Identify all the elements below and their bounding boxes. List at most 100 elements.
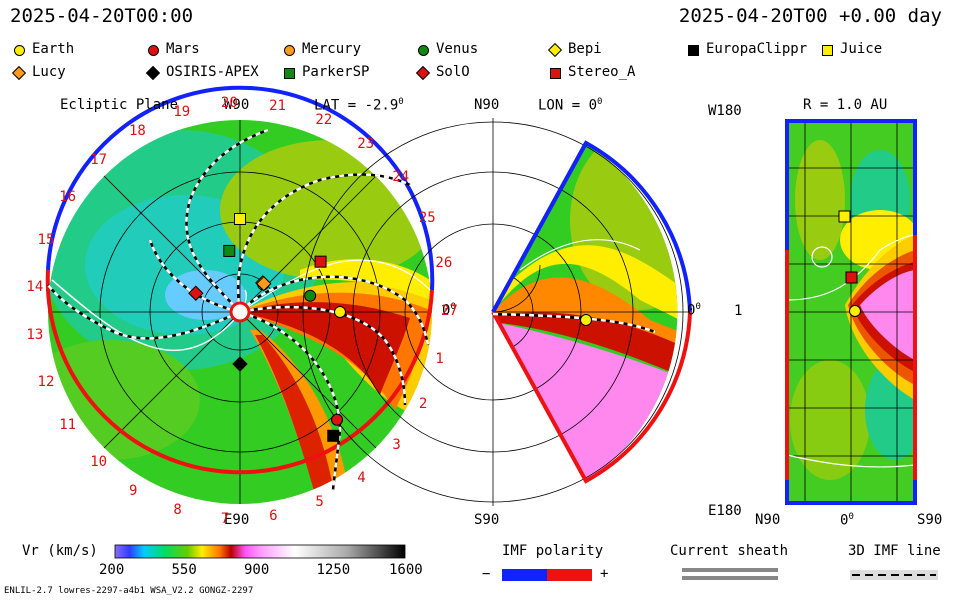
legend-item-earth: Earth (14, 41, 74, 57)
carrington-label: 16 (59, 188, 77, 205)
carrington-label: 23 (357, 136, 375, 153)
meridional-zero: 00 (687, 302, 701, 319)
legend-item-solo: SolO (415, 64, 470, 81)
legend-item-europaclippr: EuropaClippr (688, 41, 807, 57)
imf3d-label: 3D IMF line (848, 543, 941, 559)
legend-item-lucy: Lucy (11, 64, 66, 81)
legend-label: Juice (840, 41, 883, 57)
legend-label: Lucy (32, 64, 66, 80)
map-s90: S90 (917, 512, 943, 528)
meridional-s90: S90 (474, 512, 500, 528)
legend-label: Bepi (568, 41, 602, 57)
imf-label: IMF polarity (502, 543, 604, 559)
ecliptic-w90: W90 (224, 97, 250, 113)
carrington-label: 8 (173, 502, 182, 519)
carrington-label: 3 (392, 436, 401, 453)
legend-item-mercury: Mercury (284, 41, 361, 57)
body-marker-venus (304, 289, 317, 302)
square-marker-icon (822, 45, 833, 56)
legend-label: Stereo_A (568, 64, 636, 80)
body-marker-parkersp (223, 244, 236, 257)
meridional-n90: N90 (474, 97, 500, 113)
carrington-label: 11 (59, 417, 77, 434)
ecliptic-title: Ecliptic Plane (60, 97, 179, 113)
carrington-label: 21 (269, 98, 286, 115)
legend-item-bepi: Bepi (547, 41, 602, 58)
colorbar-tick: 550 (171, 562, 197, 578)
circle-marker-icon (148, 45, 159, 56)
legend-label: EuropaClippr (706, 41, 808, 57)
colorbar-label: Vr (km/s) (22, 543, 98, 559)
body-marker-juice (234, 213, 246, 225)
legend-label: SolO (436, 64, 470, 80)
circle-marker-icon (14, 45, 25, 56)
legend-item-venus: Venus (418, 41, 478, 57)
imf-negative-swatch (502, 569, 547, 581)
colorbar (114, 544, 406, 559)
carrington-label: 10 (90, 454, 108, 471)
ecliptic-e90: E90 (224, 512, 250, 528)
sun-icon (229, 301, 251, 323)
colorbar-tick: 900 (244, 562, 270, 578)
legend-item-stereo_a: Stereo_A (550, 64, 635, 80)
sheath-swatch-a (682, 568, 778, 572)
carrington-label: 17 (90, 151, 108, 168)
map-zero: 00 (840, 512, 854, 529)
legend-label: ParkerSP (302, 64, 370, 80)
body-marker-solo (188, 285, 204, 301)
colorbar-tick: 1250 (316, 562, 351, 578)
legend-item-mars: Mars (148, 41, 200, 57)
imf-positive-swatch (547, 569, 592, 581)
circle-marker-icon (284, 45, 295, 56)
carrington-label: 7 (220, 510, 230, 527)
carrington-label: 6 (269, 507, 278, 524)
legend-label: Venus (436, 41, 479, 57)
legend-item-parkersp: ParkerSP (284, 64, 369, 80)
body-marker-europaclippr (327, 429, 340, 442)
body-marker-earth-map (849, 305, 861, 317)
footer-text: ENLIL-2.7 lowres-2297-a4b1 WSA_V2.2 GONG… (4, 586, 254, 596)
legend-label: OSIRIS-APEX (166, 64, 259, 80)
carrington-label: 20 (220, 95, 238, 112)
circle-marker-icon (418, 45, 429, 56)
carrington-label: 13 (26, 327, 44, 344)
date-left: 2025-04-20T00:00 (10, 5, 194, 27)
body-marker-earth (334, 306, 346, 318)
carrington-label: 22 (315, 112, 333, 128)
square-marker-icon (550, 68, 561, 79)
square-marker-icon (284, 68, 295, 79)
imf-plus: + (600, 566, 609, 582)
legend-item-juice: Juice (822, 41, 882, 57)
date-right: 2025-04-20T00 +0.00 day (678, 5, 942, 27)
colorbar-tick: 200 (99, 562, 125, 578)
carrington-label: 27 (441, 303, 458, 319)
legend-label: Earth (32, 41, 75, 57)
map-e180: E180 (708, 503, 742, 519)
colorbar-tick: 1600 (389, 562, 423, 578)
body-marker-lucy (256, 275, 272, 292)
carrington-label: 26 (435, 255, 453, 272)
carrington-label: 18 (129, 122, 146, 139)
legend-label: Mars (166, 41, 200, 57)
body-marker-mars (331, 413, 344, 426)
legend-label: Mercury (302, 41, 362, 57)
carrington-label: 15 (37, 231, 55, 248)
carrington-label: 14 (26, 278, 44, 295)
square-marker-icon (688, 45, 699, 56)
ecliptic-panel (45, 85, 435, 504)
sheath-swatch-b (682, 576, 778, 580)
carrington-label: 25 (418, 209, 436, 226)
body-marker-stereo_a (314, 255, 327, 268)
body-marker-juice-map (838, 210, 851, 223)
map-n90: N90 (755, 512, 781, 528)
map-one: 1 (734, 303, 743, 319)
map-radius: R = 1.0 AU (803, 97, 888, 113)
ecliptic-zero: 00 (442, 302, 456, 319)
carrington-label: 19 (173, 103, 191, 120)
carrington-label: 5 (315, 493, 324, 510)
carrington-label: 1 (435, 350, 444, 367)
meridional-lon: LON = 00 (538, 97, 603, 114)
carrington-label: 24 (392, 169, 410, 186)
body-marker-stereo-a-map (845, 271, 858, 284)
